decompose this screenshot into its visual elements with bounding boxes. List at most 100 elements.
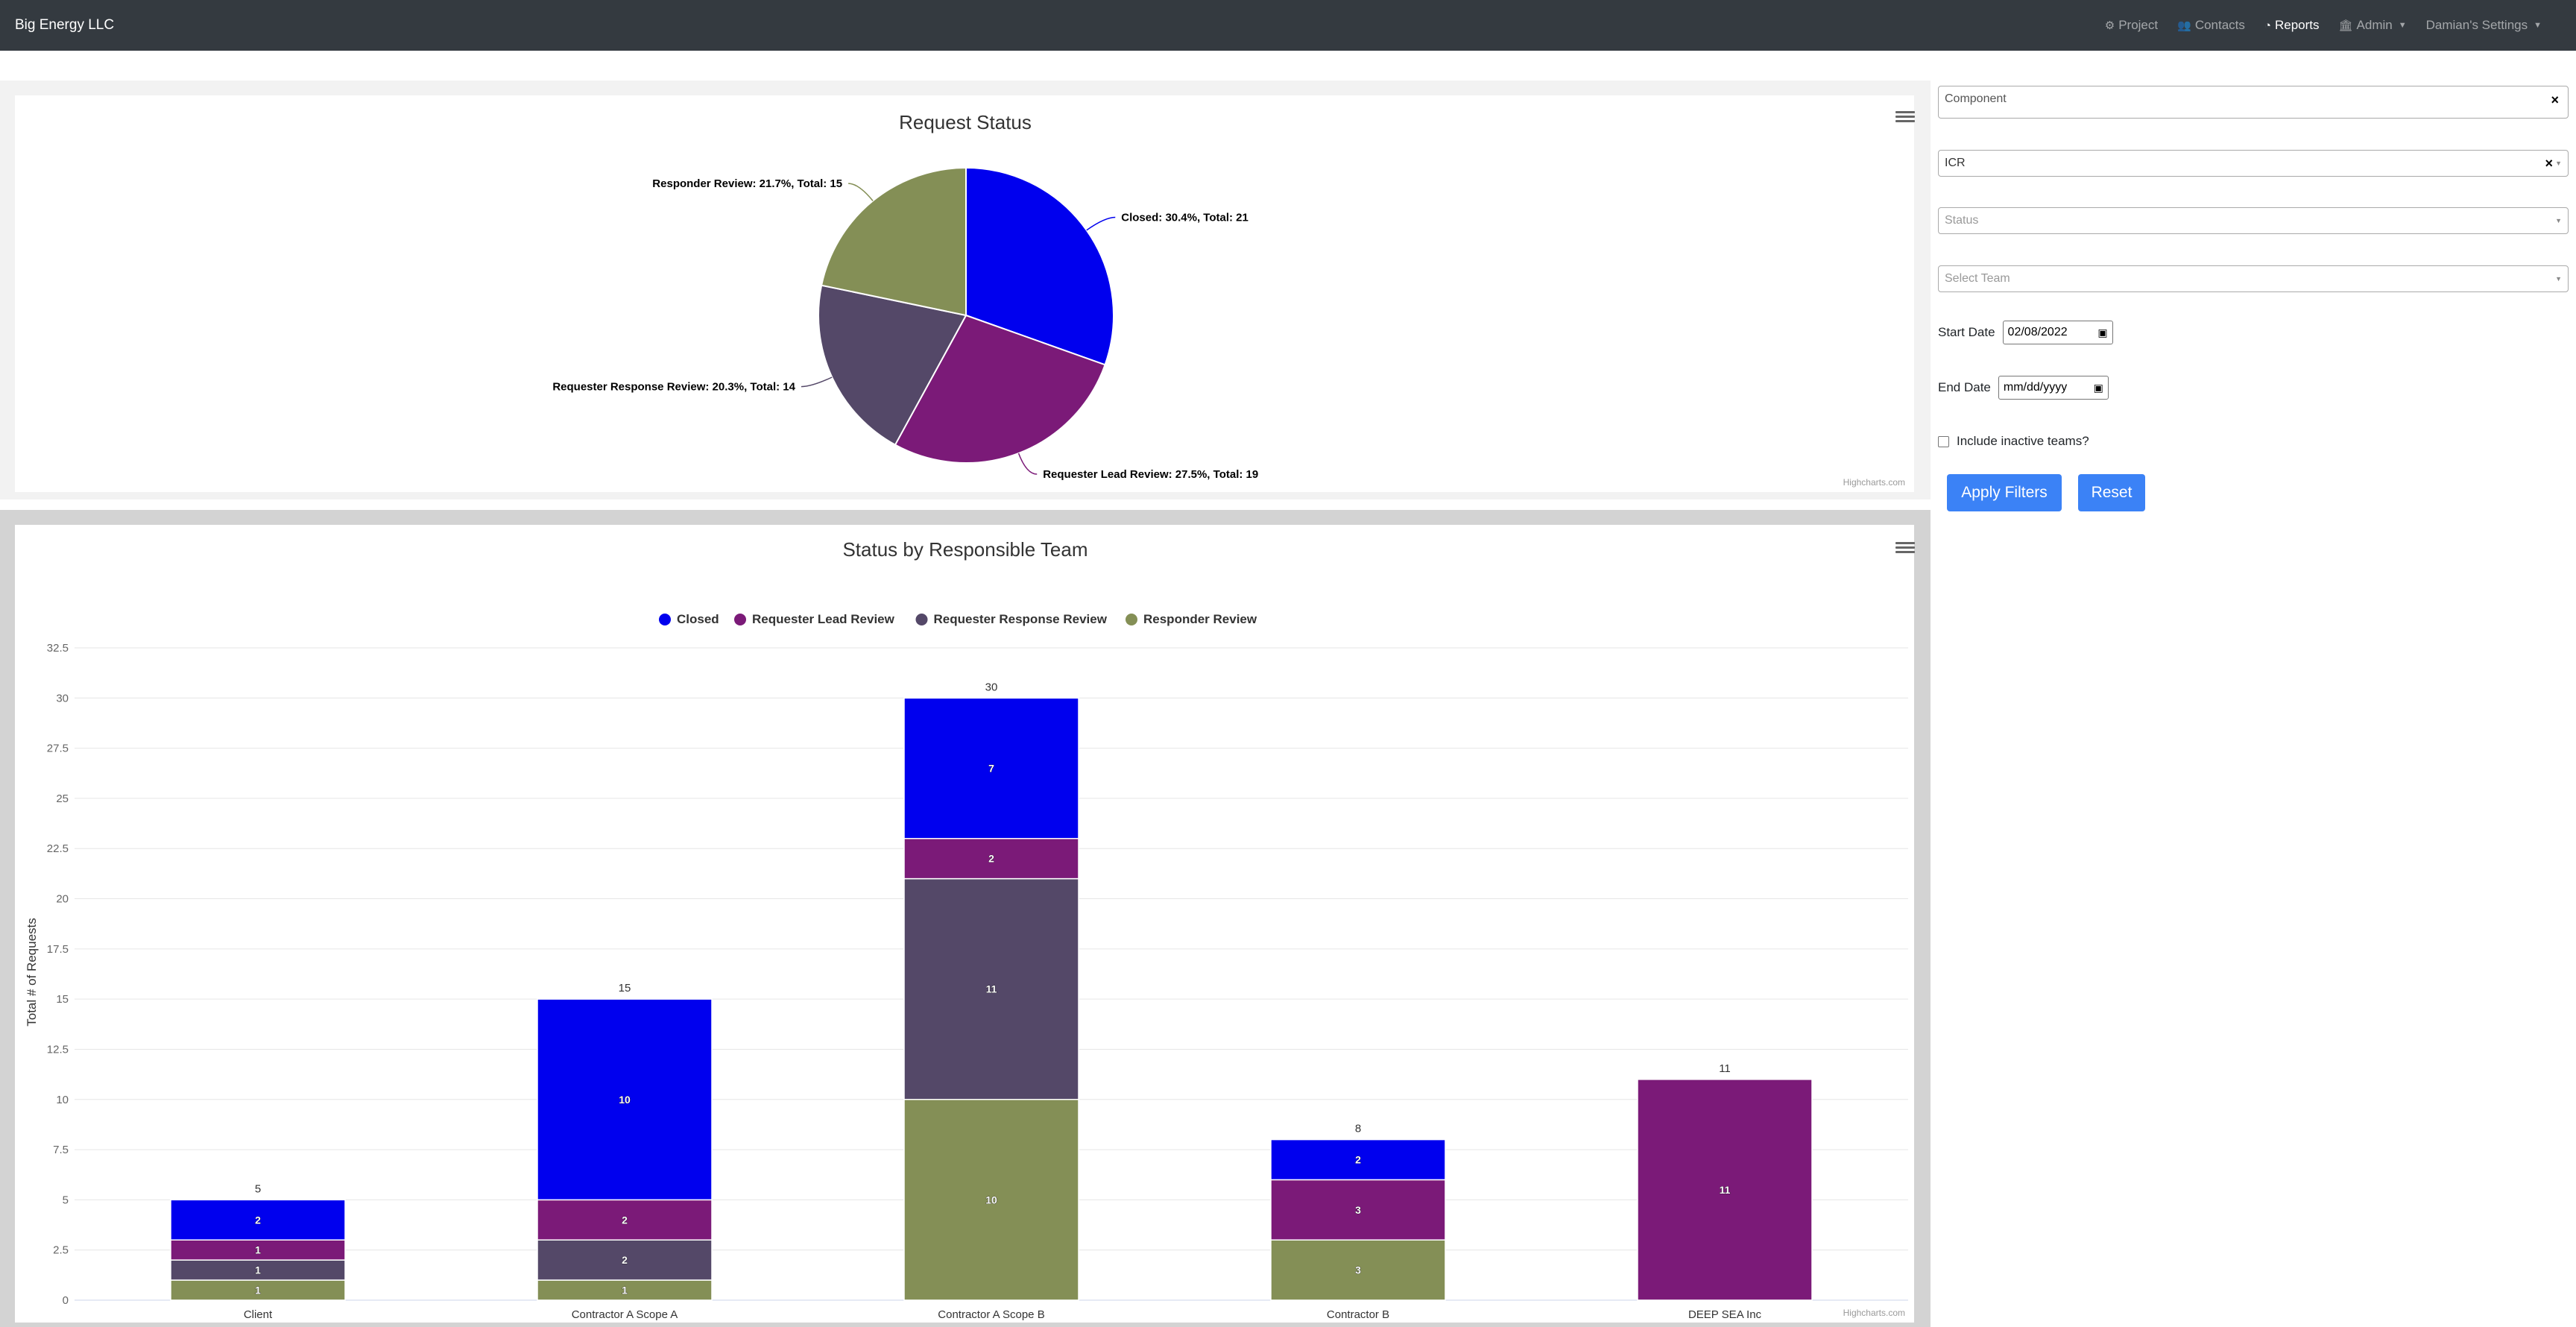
legend-item-requester-lead-review[interactable]: Requester Lead Review [734,612,895,626]
pie-label-responder-review: Responder Review: 21.7%, Total: 15 [652,177,842,190]
caret-down-icon: ▼ [2534,21,2542,30]
bar-segment-requester-lead-review[interactable] [903,838,1079,880]
x-tick-label: DEEP SEA Inc [1688,1308,1762,1321]
pie-label-closed: Closed: 30.4%, Total: 21 [1121,212,1248,224]
bar-segment-requester-lead-review[interactable] [1270,1179,1446,1241]
start-date-input[interactable]: 02/08/2022 ▣ [2002,321,2113,344]
y-tick-label: 32.5 [47,642,69,655]
y-tick-label: 30 [56,692,69,705]
stack-total-label: 15 [619,982,631,995]
calendar-icon[interactable]: ▣ [2097,326,2108,338]
bar-chart-menu-button[interactable] [1895,540,1915,556]
nav-admin-label: Admin [2356,18,2393,32]
stack-total-label: 8 [1355,1123,1361,1135]
inactive-teams-checkbox[interactable] [1938,435,1949,447]
bar-data-label: 11 [1720,1184,1731,1196]
type-select[interactable]: ICR × ▼ [1938,150,2569,177]
pie-chart-menu-button[interactable] [1895,109,1915,125]
nav-project-link[interactable]: ⚙ Project [2105,18,2158,33]
bar-segment-closed[interactable] [903,697,1079,839]
legend-label: Requester Response Review [934,612,1108,626]
team-placeholder: Select Team [1945,272,2010,285]
nav-settings-label: Damian's Settings [2425,18,2528,32]
pie-connector-closed [1086,216,1116,231]
component-select[interactable]: Component × [1938,86,2569,119]
nav-contacts-link[interactable]: 👥 Contacts [2177,18,2245,33]
y-tick-label: 10 [56,1094,69,1106]
legend-marker [734,614,746,625]
nav-admin-dropdown[interactable]: 🏛 Admin ▼ [2339,18,2407,33]
bar-segment-responder-review[interactable] [903,1099,1079,1301]
legend-item-closed[interactable]: Closed [659,612,719,626]
legend-label: Closed [677,612,719,626]
chevron-down-icon: ▼ [2555,160,2562,167]
legend-item-requester-response-review[interactable]: Requester Response Review [915,612,1108,626]
bar-data-label: 1 [622,1285,628,1296]
y-tick-label: 20 [56,893,69,906]
chevron-down-icon: ▼ [2555,275,2562,283]
bar-segment-responder-review[interactable] [1270,1239,1446,1301]
pie-slice-closed[interactable] [965,166,1114,366]
pie-chart-svg: Request Status Closed: 30.4%, Total: 21 R… [552,111,1258,481]
bar-data-label: 10 [985,1194,997,1205]
x-tick-label: Client [244,1308,273,1321]
end-date-input[interactable]: mm/dd/yyyy ▣ [1998,376,2109,400]
end-date-row: End Date mm/dd/yyyy ▣ [1938,376,2109,400]
pie-chart-title: Request Status [899,111,1032,133]
inactive-teams-row: Include inactive teams? [1938,434,2089,449]
stack-total-label: 11 [1719,1062,1731,1075]
status-placeholder: Status [1945,214,1979,227]
y-tick-label: 25 [56,792,69,805]
y-tick-label: 2.5 [53,1244,69,1257]
bar-data-label: 7 [988,763,994,775]
bar-chart-credits[interactable]: Highcharts.com [1843,1308,1905,1318]
component-placeholder: Component [1945,92,2007,105]
calendar-icon[interactable]: ▣ [2093,381,2103,394]
pie-connector-responder-review [848,183,874,201]
bar-segment-requester-response-review[interactable] [170,1259,346,1281]
close-icon[interactable]: × [2545,155,2553,171]
y-tick-label: 27.5 [47,743,69,755]
reset-button[interactable]: Reset [2078,474,2145,511]
legend-item-responder-review[interactable]: Responder Review [1126,612,1257,626]
bar-segment-requester-lead-review[interactable] [537,1199,713,1241]
y-tick-label: 12.5 [47,1043,69,1056]
request-status-chart: Request Status Closed: 30.4%, Total: 21 R… [15,95,1915,492]
nav-reports-link[interactable]: ◔ Reports [2264,18,2320,33]
bar-segment-requester-lead-review[interactable] [170,1239,346,1261]
y-tick-label: 0 [63,1294,69,1307]
bar-data-label: 3 [1355,1264,1361,1276]
top-navbar: Big Energy LLC ⚙ Project 👥 Contacts ◔ Re… [0,0,2576,51]
bar-data-label: 1 [255,1264,261,1276]
bar-data-label: 2 [622,1254,628,1266]
bar-segment-responder-review[interactable] [170,1279,346,1301]
legend-marker [915,614,928,625]
bar-chart-svg: Status by Responsible Team Total # of Re… [25,538,1908,1321]
status-select[interactable]: Status ▼ [1938,207,2569,234]
pie-label-requester-response-review: Requester Response Review: 20.3%, Total:… [552,381,795,394]
start-date-row: Start Date 02/08/2022 ▣ [1938,321,2113,344]
pie-connector-requester-lead-review [1017,453,1038,475]
bar-segment-requester-response-review[interactable] [537,1239,713,1281]
bar-data-label: 1 [255,1285,261,1296]
bar-segment-closed[interactable] [537,998,713,1201]
y-tick-label: 22.5 [47,842,69,855]
brand-logo[interactable]: Big Energy LLC [15,17,115,33]
bar-data-label: 3 [1355,1204,1361,1216]
bar-segment-requester-lead-review[interactable] [1637,1079,1813,1301]
apply-filters-button[interactable]: Apply Filters [1947,474,2062,511]
bar-segment-closed[interactable] [170,1199,346,1241]
bar-segment-requester-response-review[interactable] [903,877,1079,1100]
legend-marker [659,614,671,625]
team-status-chart: Status by Responsible Team Total # of Re… [15,525,1915,1323]
users-icon: 👥 [2177,19,2191,32]
bar-segment-closed[interactable] [1270,1138,1446,1181]
close-icon[interactable]: × [2551,92,2559,107]
pie-chart-credits[interactable]: Highcharts.com [1843,477,1905,488]
nav-settings-dropdown[interactable]: Damian's Settings ▼ [2426,18,2542,33]
team-select[interactable]: Select Team ▼ [1938,265,2569,292]
nav-project-label: Project [2118,18,2159,32]
y-tick-label: 5 [63,1194,69,1206]
gear-icon: ⚙ [2104,19,2115,32]
bar-data-label: 2 [255,1214,261,1226]
